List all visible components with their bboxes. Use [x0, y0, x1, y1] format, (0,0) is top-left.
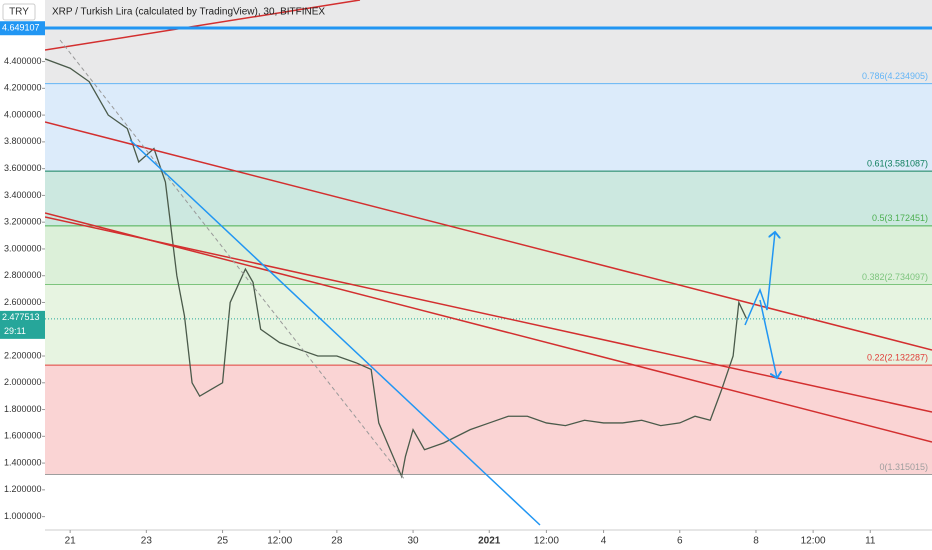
price-line: [45, 58, 748, 479]
x-tick-label: 25: [217, 536, 229, 547]
trend-line: [45, 0, 361, 51]
x-tick-label: 12:00: [801, 536, 826, 547]
y-tick-label: 3.200000: [4, 217, 42, 227]
currency: TRY: [9, 7, 29, 18]
y-tick-label: 4.000000: [4, 109, 42, 119]
price-axis: [0, 0, 45, 550]
dashed-line: [59, 39, 406, 481]
fib-band: [45, 83, 932, 172]
x-tick-label: 28: [331, 536, 343, 547]
fib-band: [45, 225, 932, 285]
chart-title: XRP / Turkish Lira (calculated by Tradin…: [52, 7, 325, 18]
fib-label: 0.61(3.581087): [867, 159, 928, 169]
y-tick-label: 2.200000: [4, 350, 42, 360]
trend-line: [129, 139, 541, 526]
time-axis: [45, 530, 932, 550]
x-tick-label: 21: [65, 536, 77, 547]
current-price-box: [0, 310, 45, 339]
x-tick-label: 23: [141, 536, 153, 547]
y-tick-label: 1.800000: [4, 404, 42, 414]
arrow-up: [744, 232, 775, 326]
x-tick-label: 12:00: [534, 536, 559, 547]
currency-box: [2, 3, 36, 21]
fib-label: 0(1.315015): [879, 462, 928, 472]
trend-line: [45, 212, 932, 443]
x-tick-label: 4: [601, 536, 607, 547]
countdown: 29:11: [4, 326, 26, 336]
x-tick-label: 8: [753, 536, 759, 547]
y-tick-label: 2.600000: [4, 297, 42, 307]
x-tick-label: 12:00: [267, 536, 292, 547]
y-tick-label: 3.000000: [4, 243, 42, 253]
y-tick-label: 1.000000: [4, 511, 42, 521]
trend-line: [45, 216, 932, 413]
y-tick-label: 3.400000: [4, 190, 42, 200]
fib-band: [45, 171, 932, 226]
x-tick-label: 11: [865, 536, 876, 547]
y-tick-label: 2.800000: [4, 270, 42, 280]
current-price-label: 2.477513: [2, 312, 40, 322]
y-tick-label: 2.000000: [4, 377, 42, 387]
y-tick-label: 3.600000: [4, 163, 42, 173]
fib-band: [45, 284, 932, 366]
x-tick-label: 6: [677, 536, 683, 547]
fib-label: 0.22(2.132287): [867, 352, 928, 362]
y-tick-label: 1.200000: [4, 484, 42, 494]
x-tick-label: 30: [407, 536, 419, 547]
y-tick-label: 4.400000: [4, 56, 42, 66]
arrow-down: [759, 299, 777, 378]
top-price-label: 4.649107: [2, 23, 40, 33]
fib-label: 0.786(4.234905): [862, 71, 928, 81]
fib-label: 0.5(3.172451): [872, 213, 928, 223]
y-tick-label: 3.800000: [4, 136, 42, 146]
y-tick-label: 1.600000: [4, 431, 42, 441]
y-tick-label: 4.200000: [4, 83, 42, 93]
fib-band: [45, 365, 932, 475]
drawings: [45, 0, 932, 526]
fib-band: [45, 0, 932, 84]
top-price-box: [0, 21, 45, 36]
fib-label: 0.382(2.734097): [862, 272, 928, 282]
trend-line: [45, 121, 932, 351]
x-tick-label: 2021: [478, 536, 501, 547]
y-tick-label: 1.400000: [4, 457, 42, 467]
